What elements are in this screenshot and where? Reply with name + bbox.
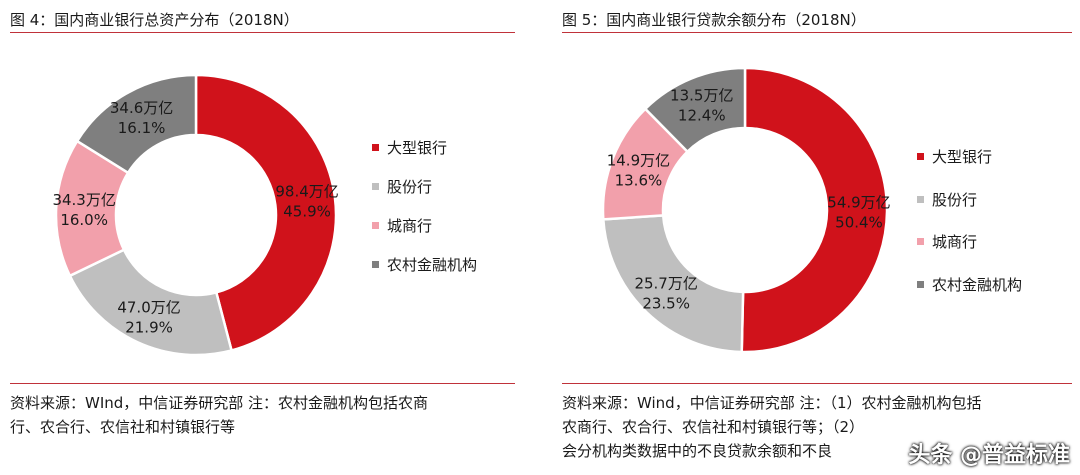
legend-swatch-rural-financial-institution: [372, 261, 379, 268]
slice-value-label: 98.4万亿: [275, 183, 338, 201]
legend-swatch-city-commercial-bank: [372, 222, 379, 229]
legend-label-rural-financial-institution: 农村金融机构: [932, 276, 1022, 294]
slice-value-label: 34.3万亿: [52, 191, 115, 209]
source-line: 资料来源：Wind，中信证券研究部 注：（1）农村金融机构包括: [562, 391, 982, 415]
slice-value-label: 14.9万亿: [607, 152, 670, 170]
chart-panel-right: 图 5：国内商业银行贷款余额分布（2018N） 54.9万亿 50.4% 25.7万…: [562, 0, 1072, 475]
slice-percent-label: 13.6%: [615, 172, 663, 190]
slice-value-label: 34.6万亿: [110, 99, 173, 117]
donut-chart-loan-balance: 54.9万亿 50.4% 25.7万亿 23.5% 14.9万亿 13.6% 13.5万亿 1…: [562, 0, 1072, 380]
slice-value-label: 25.7万亿: [634, 274, 697, 292]
legend-swatch-city-commercial-bank: [917, 238, 924, 245]
donut-chart-total-assets: 98.4万亿 45.9% 47.0万亿 21.9% 34.3万亿 16.0% 34.6万亿 1…: [10, 0, 515, 380]
slice-value-label: 13.5万亿: [670, 87, 733, 105]
legend-swatch-large-bank: [372, 144, 379, 151]
source-line: 农商行、农合行、农信社和村镇银行等；（2）: [562, 415, 982, 439]
legend-label-rural-financial-institution: 农村金融机构: [387, 256, 477, 274]
legend-label-large-bank: 大型银行: [387, 139, 447, 157]
chart-panel-left: 图 4：国内商业银行总资产分布（2018N） 98.4万亿 45.9% 47.0万亿…: [10, 0, 515, 475]
source-line: 行、农合行、农信社和村镇银行等: [10, 415, 428, 439]
legend-label-large-bank: 大型银行: [932, 148, 992, 166]
legend-swatch-rural-financial-institution: [917, 281, 924, 288]
legend-swatch-joint-stock-bank: [917, 196, 924, 203]
legend-label-joint-stock-bank: 股份行: [932, 191, 977, 209]
legend-label-city-commercial-bank: 城商行: [387, 217, 432, 235]
slice-value-label: 54.9万亿: [827, 193, 890, 211]
slice-percent-label: 50.4%: [835, 213, 883, 231]
legend-swatch-joint-stock-bank: [372, 183, 379, 190]
slice-percent-label: 45.9%: [283, 203, 331, 221]
legend-swatch-large-bank: [917, 153, 924, 160]
source-line: 资料来源：WInd，中信证券研究部 注：农村金融机构包括农商: [10, 391, 428, 415]
slice-percent-label: 21.9%: [125, 319, 173, 337]
source-note: 资料来源：WInd，中信证券研究部 注：农村金融机构包括农商 行、农合行、农信社…: [10, 391, 428, 439]
legend-label-city-commercial-bank: 城商行: [932, 233, 977, 251]
source-rule: [10, 383, 515, 384]
slice-percent-label: 16.0%: [60, 211, 108, 229]
slice-value-label: 47.0万亿: [117, 299, 180, 317]
slice-percent-label: 12.4%: [678, 107, 726, 125]
source-rule: [562, 383, 1072, 384]
legend-label-joint-stock-bank: 股份行: [387, 178, 432, 196]
slice-percent-label: 16.1%: [118, 119, 166, 137]
slice-percent-label: 23.5%: [642, 294, 690, 312]
watermark: 头条 @普益标准: [908, 437, 1070, 469]
